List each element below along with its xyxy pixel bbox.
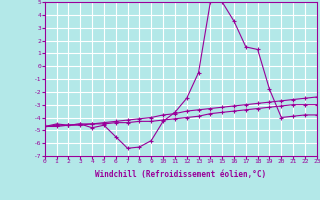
X-axis label: Windchill (Refroidissement éolien,°C): Windchill (Refroidissement éolien,°C) xyxy=(95,170,266,179)
